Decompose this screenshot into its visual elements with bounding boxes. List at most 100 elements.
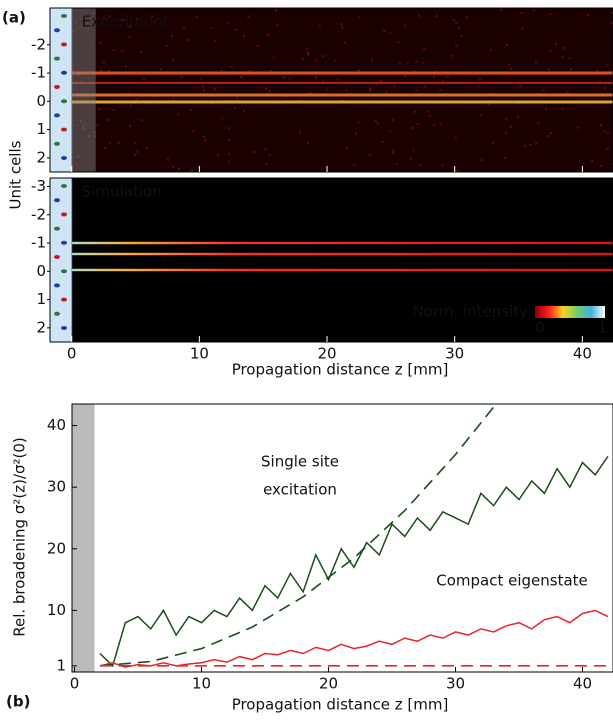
speckle <box>340 23 342 25</box>
speckle <box>377 122 379 124</box>
speckle <box>404 25 406 27</box>
speckle <box>577 127 579 129</box>
speckle <box>440 123 442 125</box>
speckle <box>455 22 457 24</box>
speckle <box>344 41 346 43</box>
lattice-site <box>61 14 67 18</box>
speckle <box>129 125 131 127</box>
speckle <box>319 25 321 27</box>
speckle <box>289 78 291 80</box>
speckle <box>382 141 384 143</box>
lattice-site <box>54 283 60 287</box>
frame <box>72 404 613 672</box>
speckle <box>273 57 275 59</box>
speckle <box>492 142 494 144</box>
lattice-site <box>54 312 60 316</box>
y-tick-label: 0 <box>36 92 46 110</box>
lattice-site <box>61 298 67 302</box>
speckle <box>335 60 337 62</box>
speckle <box>466 16 468 18</box>
speckle <box>393 85 395 87</box>
speckle <box>508 64 510 66</box>
speckle <box>346 147 348 149</box>
speckle <box>307 54 309 56</box>
speckle <box>337 78 339 80</box>
y-tick-label: 40 <box>47 416 66 434</box>
intensity-band <box>72 253 613 255</box>
speckle <box>407 62 409 64</box>
y-tick-label: 2 <box>36 318 46 336</box>
speckle <box>275 9 277 11</box>
speckle <box>221 117 223 119</box>
lattice-site <box>61 71 67 75</box>
speckle <box>118 142 120 144</box>
speckle <box>369 154 371 156</box>
speckle <box>375 120 377 122</box>
speckle <box>268 154 270 156</box>
speckle <box>265 163 267 165</box>
lattice-site <box>54 85 60 89</box>
speckle <box>383 30 385 32</box>
speckle <box>265 88 267 90</box>
speckle <box>563 47 565 49</box>
speckle <box>136 151 138 153</box>
y-tick-label: -1 <box>31 64 46 82</box>
speckle <box>358 69 360 71</box>
speckle <box>98 108 100 110</box>
speckle <box>130 105 132 107</box>
y-axis-label: Rel. broadening σ²(z)/σ²(0) <box>11 437 29 637</box>
speckle <box>543 89 545 91</box>
speckle <box>307 142 309 144</box>
speckle <box>450 55 452 57</box>
speckle <box>479 78 481 80</box>
speckle <box>231 66 233 68</box>
speckle <box>228 161 230 163</box>
data-line <box>100 456 608 665</box>
lattice-site <box>54 227 60 231</box>
speckle <box>283 77 285 79</box>
lattice-site <box>54 255 60 259</box>
speckle <box>385 91 387 93</box>
speckle <box>196 16 198 18</box>
speckle <box>410 158 412 160</box>
speckle <box>177 113 179 115</box>
intensity-band <box>72 82 613 84</box>
y-tick-label: 2 <box>36 148 46 166</box>
heatmap-background <box>50 8 613 172</box>
speckle <box>412 127 414 129</box>
speckle <box>458 26 460 28</box>
speckle <box>243 35 245 37</box>
speckle <box>480 114 482 116</box>
speckle <box>355 133 357 135</box>
speckle <box>302 58 304 60</box>
speckle <box>134 154 136 156</box>
lattice-site <box>54 113 60 117</box>
speckle <box>607 148 609 150</box>
speckle <box>414 111 416 113</box>
y-tick-label: -2 <box>31 205 46 223</box>
x-axis-label: Propagation distance z [mm] <box>232 696 449 714</box>
speckle <box>529 144 531 146</box>
y-tick-label: 20 <box>47 539 66 557</box>
speckle <box>604 87 606 89</box>
y-tick-label: 10 <box>47 601 66 619</box>
speckle <box>537 122 539 124</box>
speckle <box>228 127 230 129</box>
speckle <box>600 124 602 126</box>
speckle <box>276 24 278 26</box>
speckle <box>192 130 194 132</box>
speckle <box>203 89 205 91</box>
speckle <box>423 62 425 64</box>
speckle <box>549 13 551 15</box>
speckle <box>178 168 180 170</box>
x-tick-label: 30 <box>446 675 465 693</box>
speckle <box>442 80 444 82</box>
y-tick-label: 0 <box>36 262 46 280</box>
speckle <box>510 68 512 70</box>
speckle <box>517 116 519 118</box>
speckle <box>569 57 571 59</box>
speckle <box>113 49 115 51</box>
speckle <box>520 12 522 14</box>
speckle <box>243 110 245 112</box>
speckle <box>429 114 431 116</box>
